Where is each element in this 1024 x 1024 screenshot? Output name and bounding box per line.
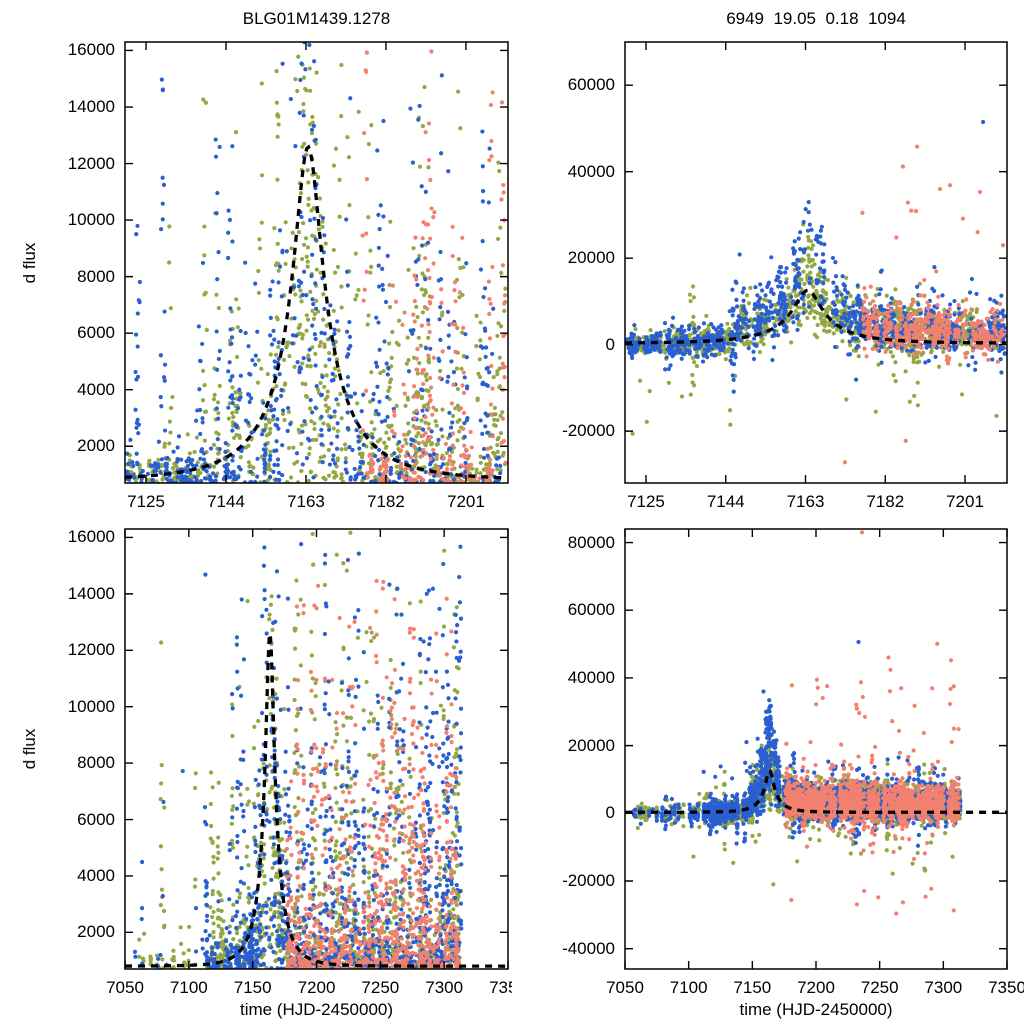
y-tick-label: 20000: [567, 735, 615, 755]
y-tick-label: 80000: [567, 532, 615, 552]
x-tick-label: 7200: [797, 978, 835, 997]
top-right-scatter-canvas: [512, 0, 1024, 512]
y-tick-label: 8000: [77, 266, 115, 286]
y-tick-label: 8000: [77, 753, 115, 773]
y-tick-label: 6000: [77, 323, 115, 343]
x-tick-label: 7125: [127, 492, 165, 511]
x-tick-label: 7300: [425, 978, 464, 997]
y-tick-label: 60000: [567, 75, 615, 95]
y-tick-label: 12000: [67, 640, 115, 660]
x-tick-label: 7163: [786, 492, 825, 511]
bottom-right-scatter-canvas: [512, 512, 1024, 1024]
x-tick-label: 7350: [988, 978, 1024, 997]
x-tick-label: 7150: [733, 978, 772, 997]
x-tick-label: 7250: [361, 978, 400, 997]
y-tick-label: 2000: [77, 922, 115, 942]
top-left-title: BLG01M1439.1278: [242, 9, 391, 28]
x-tick-label: 7200: [297, 978, 336, 997]
y-tick-label: 4000: [77, 379, 115, 399]
x-tick-label: 7163: [287, 492, 325, 511]
bottom-left-scatter-canvas: [0, 512, 512, 1024]
x-tick-label: 7050: [606, 978, 644, 997]
x-tick-label: 7144: [706, 492, 745, 511]
x-tick-label: 7100: [169, 978, 208, 997]
panel-bottom-left: d flux time (HJD-2450000) 2000 4000 6000 80…: [0, 512, 527, 1024]
x-tick-label: 7250: [860, 978, 899, 997]
y-tick-label: 14000: [67, 583, 115, 603]
x-tick-label: 7201: [946, 492, 984, 511]
bottom-left-x-axis-label: time (HJD-2450000): [239, 1000, 394, 1019]
panel-top-right: 6949 19.05 0.18 1094 -20000 0 20000 40000 60…: [512, 0, 1024, 512]
bottom-right-x-axis-label: time (HJD-2450000): [739, 1000, 893, 1019]
x-tick-label: 7300: [924, 978, 963, 997]
top-right-title: 6949 19.05 0.18 1094: [726, 9, 906, 28]
y-tick-label: 2000: [77, 436, 115, 456]
x-tick-label: 7125: [627, 492, 665, 511]
top-left-scatter-canvas: [0, 0, 512, 512]
x-tick-label: 7182: [866, 492, 905, 511]
y-tick-label: 16000: [67, 40, 115, 60]
y-tick-label: 40000: [567, 161, 615, 181]
y-tick-label: 4000: [77, 865, 115, 885]
y-tick-label: 14000: [67, 97, 115, 117]
x-tick-label: 7144: [207, 492, 245, 511]
y-tick-label: 0: [605, 803, 615, 823]
x-tick-label: 7050: [106, 978, 144, 997]
y-tick-label: 6000: [77, 809, 115, 829]
x-tick-label: 7150: [233, 978, 272, 997]
y-tick-label: 12000: [67, 153, 115, 173]
y-tick-label: 60000: [567, 600, 615, 620]
panel-bottom-right: time (HJD-2450000) -40000 -20000 0 20000 400…: [512, 512, 1024, 1024]
y-tick-label: 40000: [567, 667, 615, 687]
y-tick-label: -40000: [562, 938, 615, 958]
y-tick-label: 0: [605, 334, 615, 354]
y-tick-label: -20000: [562, 421, 615, 441]
panel-top-left: BLG01M1439.1278 d flux 2000 4000 6000 8000 1…: [0, 0, 512, 512]
y-tick-label: 20000: [567, 248, 615, 268]
y-tick-label: 16000: [67, 527, 115, 547]
x-tick-label: 7201: [446, 492, 485, 511]
x-tick-label: 7182: [367, 492, 405, 511]
y-tick-label: 10000: [67, 696, 115, 716]
y-tick-label: 10000: [67, 210, 115, 230]
y-tick-label: -20000: [562, 871, 615, 890]
x-tick-label: 7100: [669, 978, 708, 997]
